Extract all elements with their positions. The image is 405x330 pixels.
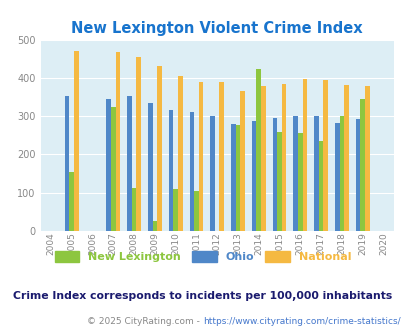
Bar — [189, 112, 194, 231]
Bar — [157, 66, 161, 231]
Bar — [106, 99, 111, 231]
Bar — [313, 116, 318, 231]
Bar — [256, 69, 260, 231]
Bar — [235, 125, 240, 231]
Bar — [260, 86, 265, 231]
Bar — [302, 79, 307, 231]
Bar — [251, 121, 256, 231]
Text: © 2025 CityRating.com -: © 2025 CityRating.com - — [87, 317, 202, 326]
Bar — [210, 116, 214, 231]
Bar — [281, 84, 286, 231]
Bar — [74, 51, 79, 231]
Bar — [360, 99, 364, 231]
Bar — [198, 82, 203, 231]
Bar — [127, 96, 132, 231]
Bar — [355, 119, 360, 231]
Text: https://www.cityrating.com/crime-statistics/: https://www.cityrating.com/crime-statist… — [202, 317, 400, 326]
Bar — [152, 221, 157, 231]
Text: Crime Index corresponds to incidents per 100,000 inhabitants: Crime Index corresponds to incidents per… — [13, 291, 392, 301]
Bar — [194, 191, 198, 231]
Bar — [343, 85, 348, 231]
Bar — [219, 82, 224, 231]
Bar — [177, 76, 182, 231]
Bar — [272, 118, 277, 231]
Bar — [65, 96, 69, 231]
Bar — [240, 90, 244, 231]
Bar — [297, 133, 302, 231]
Bar — [334, 123, 339, 231]
Bar — [339, 116, 343, 231]
Bar — [148, 103, 152, 231]
Bar — [277, 132, 281, 231]
Bar — [132, 188, 136, 231]
Bar — [111, 107, 115, 231]
Bar — [323, 80, 327, 231]
Bar — [318, 141, 323, 231]
Bar — [168, 111, 173, 231]
Bar — [173, 189, 177, 231]
Bar — [230, 124, 235, 231]
Legend: New Lexington, Ohio, National: New Lexington, Ohio, National — [50, 247, 355, 267]
Bar — [364, 86, 369, 231]
Bar — [293, 116, 297, 231]
Bar — [69, 172, 74, 231]
Bar — [136, 57, 141, 231]
Bar — [115, 52, 120, 231]
Title: New Lexington Violent Crime Index: New Lexington Violent Crime Index — [71, 21, 362, 36]
